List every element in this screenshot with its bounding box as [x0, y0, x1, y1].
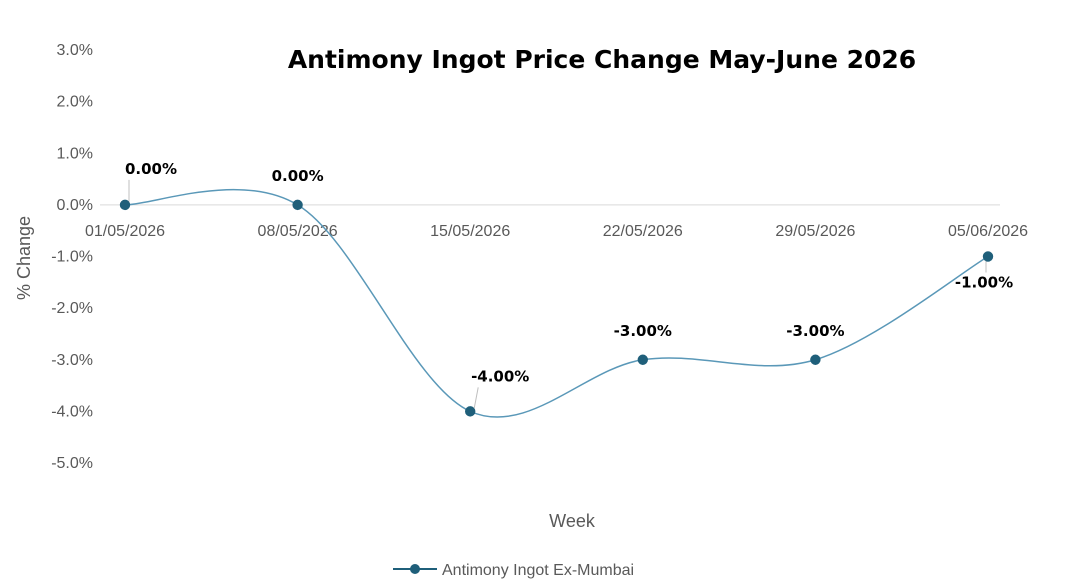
data-labels: 0.00% 0.00% -4.00% -3.00% -3.00% -1.00%	[125, 160, 1013, 386]
x-tick-label: 08/05/2026	[258, 223, 338, 240]
chart-title: Antimony Ingot Price Change May-June 202…	[288, 45, 916, 74]
data-point	[119, 199, 131, 211]
data-label: 0.00%	[272, 167, 324, 185]
data-point	[637, 354, 648, 365]
x-tick-label: 01/05/2026	[85, 223, 165, 240]
data-label: -3.00%	[786, 322, 844, 340]
legend-dot-marker	[410, 564, 420, 574]
x-tick-label: 22/05/2026	[603, 223, 683, 240]
data-label-leader-lines	[128, 179, 987, 409]
data-point	[292, 199, 303, 211]
x-tick-label: 15/05/2026	[430, 223, 510, 240]
data-label: -1.00%	[955, 274, 1013, 292]
legend-entry: Antimony Ingot Ex-Mumbai	[442, 562, 634, 579]
legend: Antimony Ingot Ex-Mumbai	[393, 562, 634, 579]
x-axis-label: Week	[549, 511, 596, 531]
data-point	[810, 354, 821, 365]
data-points	[119, 199, 994, 417]
y-tick-label: 1.0%	[57, 145, 93, 162]
data-label: 0.00%	[125, 160, 177, 178]
y-axis-label: % Change	[14, 216, 34, 300]
data-point	[982, 251, 994, 262]
y-tick-label: -3.0%	[51, 352, 93, 369]
y-tick-label: 0.0%	[57, 197, 93, 214]
y-tick-label: 3.0%	[57, 42, 93, 59]
data-label: -3.00%	[614, 322, 672, 340]
data-label-leader	[473, 387, 479, 409]
x-tick-label: 29/05/2026	[775, 223, 855, 240]
series-line	[124, 188, 989, 418]
y-tick-label: 2.0%	[57, 94, 93, 111]
y-axis-ticks: 3.0% 2.0% 1.0% 0.0% -1.0% -2.0% -3.0% -4.0% -5.0…	[51, 42, 93, 472]
y-tick-label: -5.0%	[51, 455, 93, 472]
x-tick-label: 05/06/2026	[948, 223, 1028, 240]
y-tick-label: -1.0%	[51, 249, 93, 266]
y-tick-label: -4.0%	[51, 403, 93, 420]
y-tick-label: -2.0%	[51, 300, 93, 317]
data-point	[465, 406, 476, 417]
x-axis-ticks: 01/05/2026 08/05/2026 15/05/2026 22/05/2026…	[85, 223, 1028, 240]
data-label: -4.00%	[471, 367, 529, 385]
